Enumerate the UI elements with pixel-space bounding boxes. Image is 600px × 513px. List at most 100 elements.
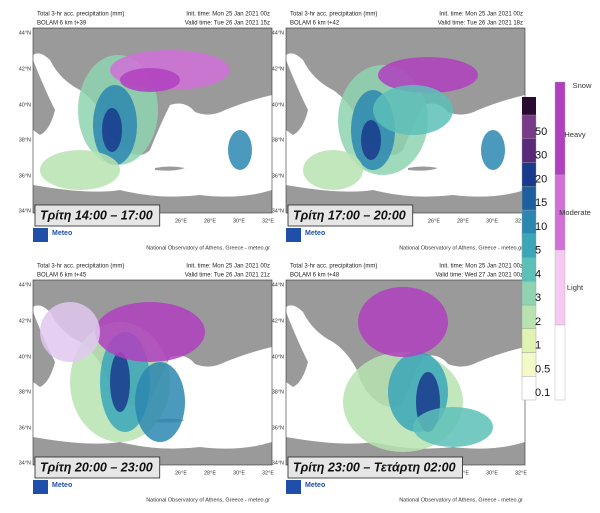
caption: Τρίτη 23:00 – Τετάρτη 02:00 (293, 460, 456, 474)
colorbar-segment (521, 209, 537, 234)
lat-label: 38°N (272, 137, 284, 143)
colorbar-label: 4 (535, 268, 541, 280)
precip-area (413, 407, 493, 447)
map-panel: Total 3-hr acc. precipitation (mm) BOLAM … (19, 264, 275, 504)
map-area (33, 28, 272, 213)
map-area (286, 28, 525, 213)
caption: Τρίτη 14:00 – 17:00 (40, 208, 153, 222)
colorbar-label: 20 (535, 173, 547, 185)
colorbar-top (522, 97, 536, 115)
lon-label: 30°E (233, 218, 245, 224)
source: National Observatory of Athens, Greece -… (399, 497, 523, 503)
colorbar-label: 30 (535, 150, 547, 162)
logo-text: Meteo (305, 482, 325, 489)
model-run: BOLAM 6 km t+45 (37, 273, 87, 279)
snow-level: Light (567, 283, 584, 292)
lat-label: 40°N (19, 102, 31, 108)
lat-label: 38°N (272, 389, 284, 395)
lat-label: 44°N (19, 30, 31, 36)
precip-area (135, 362, 185, 442)
precip-area (120, 68, 180, 92)
colorbar-segment (521, 186, 537, 211)
map-title: Total 3-hr acc. precipitation (mm) (37, 12, 124, 18)
lon-label: 26°E (428, 218, 440, 224)
precip-area (481, 130, 505, 170)
colorbar-segment (521, 376, 537, 401)
colorbar-label: 3 (535, 292, 541, 304)
valid-time: Valid time: Wed 27 Jan 2021 00z (436, 273, 524, 279)
lat-label: 36°N (272, 425, 284, 431)
source: National Observatory of Athens, Greece -… (146, 245, 270, 251)
valid-time: Valid time: Tue 26 Jan 2021 21z (185, 273, 270, 279)
colorbar-segment (521, 162, 537, 187)
colorbar-segment (521, 138, 537, 163)
logo-text: Meteo (52, 230, 72, 237)
precip-area (303, 150, 363, 190)
caption-box (287, 204, 414, 227)
lat-label: 44°N (19, 282, 31, 288)
lat-label: 40°N (272, 354, 284, 360)
colorbar-label: 2 (535, 316, 541, 328)
colorbar-label: 0.5 (535, 363, 550, 375)
valid-time: Valid time: Tue 26 Jan 2021 18z (438, 21, 523, 27)
lon-label: 28°E (457, 218, 469, 224)
map-area (33, 280, 272, 465)
lat-label: 44°N (272, 282, 284, 288)
lon-label: 32°E (262, 218, 274, 224)
snow-segment (554, 81, 566, 176)
logo-mark (33, 480, 48, 494)
caption-box (287, 456, 463, 479)
snow-segment (554, 249, 566, 326)
precip-area (40, 302, 100, 362)
lat-label: 40°N (272, 102, 284, 108)
lon-label: 32°E (515, 218, 527, 224)
precip-area (228, 130, 252, 170)
colorbar-label: 50 (535, 126, 547, 138)
lat-label: 34°N (19, 208, 31, 214)
snow-level: Moderate (559, 208, 591, 217)
lon-label: 30°E (486, 470, 498, 476)
precip-area (361, 120, 381, 160)
lat-label: 34°N (272, 208, 284, 214)
land (33, 312, 55, 387)
source: National Observatory of Athens, Greece -… (146, 497, 270, 503)
lon-label: 26°E (175, 470, 187, 476)
map-title: Total 3-hr acc. precipitation (mm) (37, 264, 124, 270)
colorbar-segment (521, 114, 537, 139)
colorbar-label: 10 (535, 221, 547, 233)
precip-area (358, 287, 448, 357)
lat-label: 36°N (19, 173, 31, 179)
lat-label: 44°N (272, 30, 284, 36)
lat-label: 42°N (19, 318, 31, 324)
precip-area (110, 352, 130, 412)
model-run: BOLAM 6 km t+42 (290, 21, 340, 27)
valid-time: Valid time: Tue 26 Jan 2021 15z (185, 21, 270, 27)
map-title: Total 3-hr acc. precipitation (mm) (290, 264, 377, 270)
lat-label: 36°N (19, 425, 31, 431)
land (33, 60, 55, 135)
lat-label: 36°N (272, 173, 284, 179)
logo-mark (286, 228, 301, 242)
land (286, 312, 308, 387)
caption: Τρίτη 20:00 – 23:00 (40, 460, 153, 474)
colorbar-segment (521, 233, 537, 258)
lat-label: 42°N (19, 66, 31, 72)
snow-segment (554, 324, 566, 401)
lon-label: 28°E (204, 470, 216, 476)
map-area (286, 280, 525, 465)
caption-box (34, 204, 161, 227)
land (408, 166, 438, 171)
colorbar-segment (521, 257, 537, 282)
land (155, 166, 185, 171)
lon-label: 28°E (457, 470, 469, 476)
logo-text: Meteo (52, 482, 72, 489)
colorbar-label: 5 (535, 245, 541, 257)
caption-box (34, 456, 161, 479)
lat-label: 38°N (19, 137, 31, 143)
map-panel: Total 3-hr acc. precipitation (mm) BOLAM … (272, 264, 528, 504)
lat-label: 38°N (19, 389, 31, 395)
lon-label: 28°E (204, 218, 216, 224)
lon-label: 32°E (515, 470, 527, 476)
init-time: Init. time: Mon 25 Jan 2021 00z (439, 264, 523, 270)
lat-label: 34°N (19, 460, 31, 466)
